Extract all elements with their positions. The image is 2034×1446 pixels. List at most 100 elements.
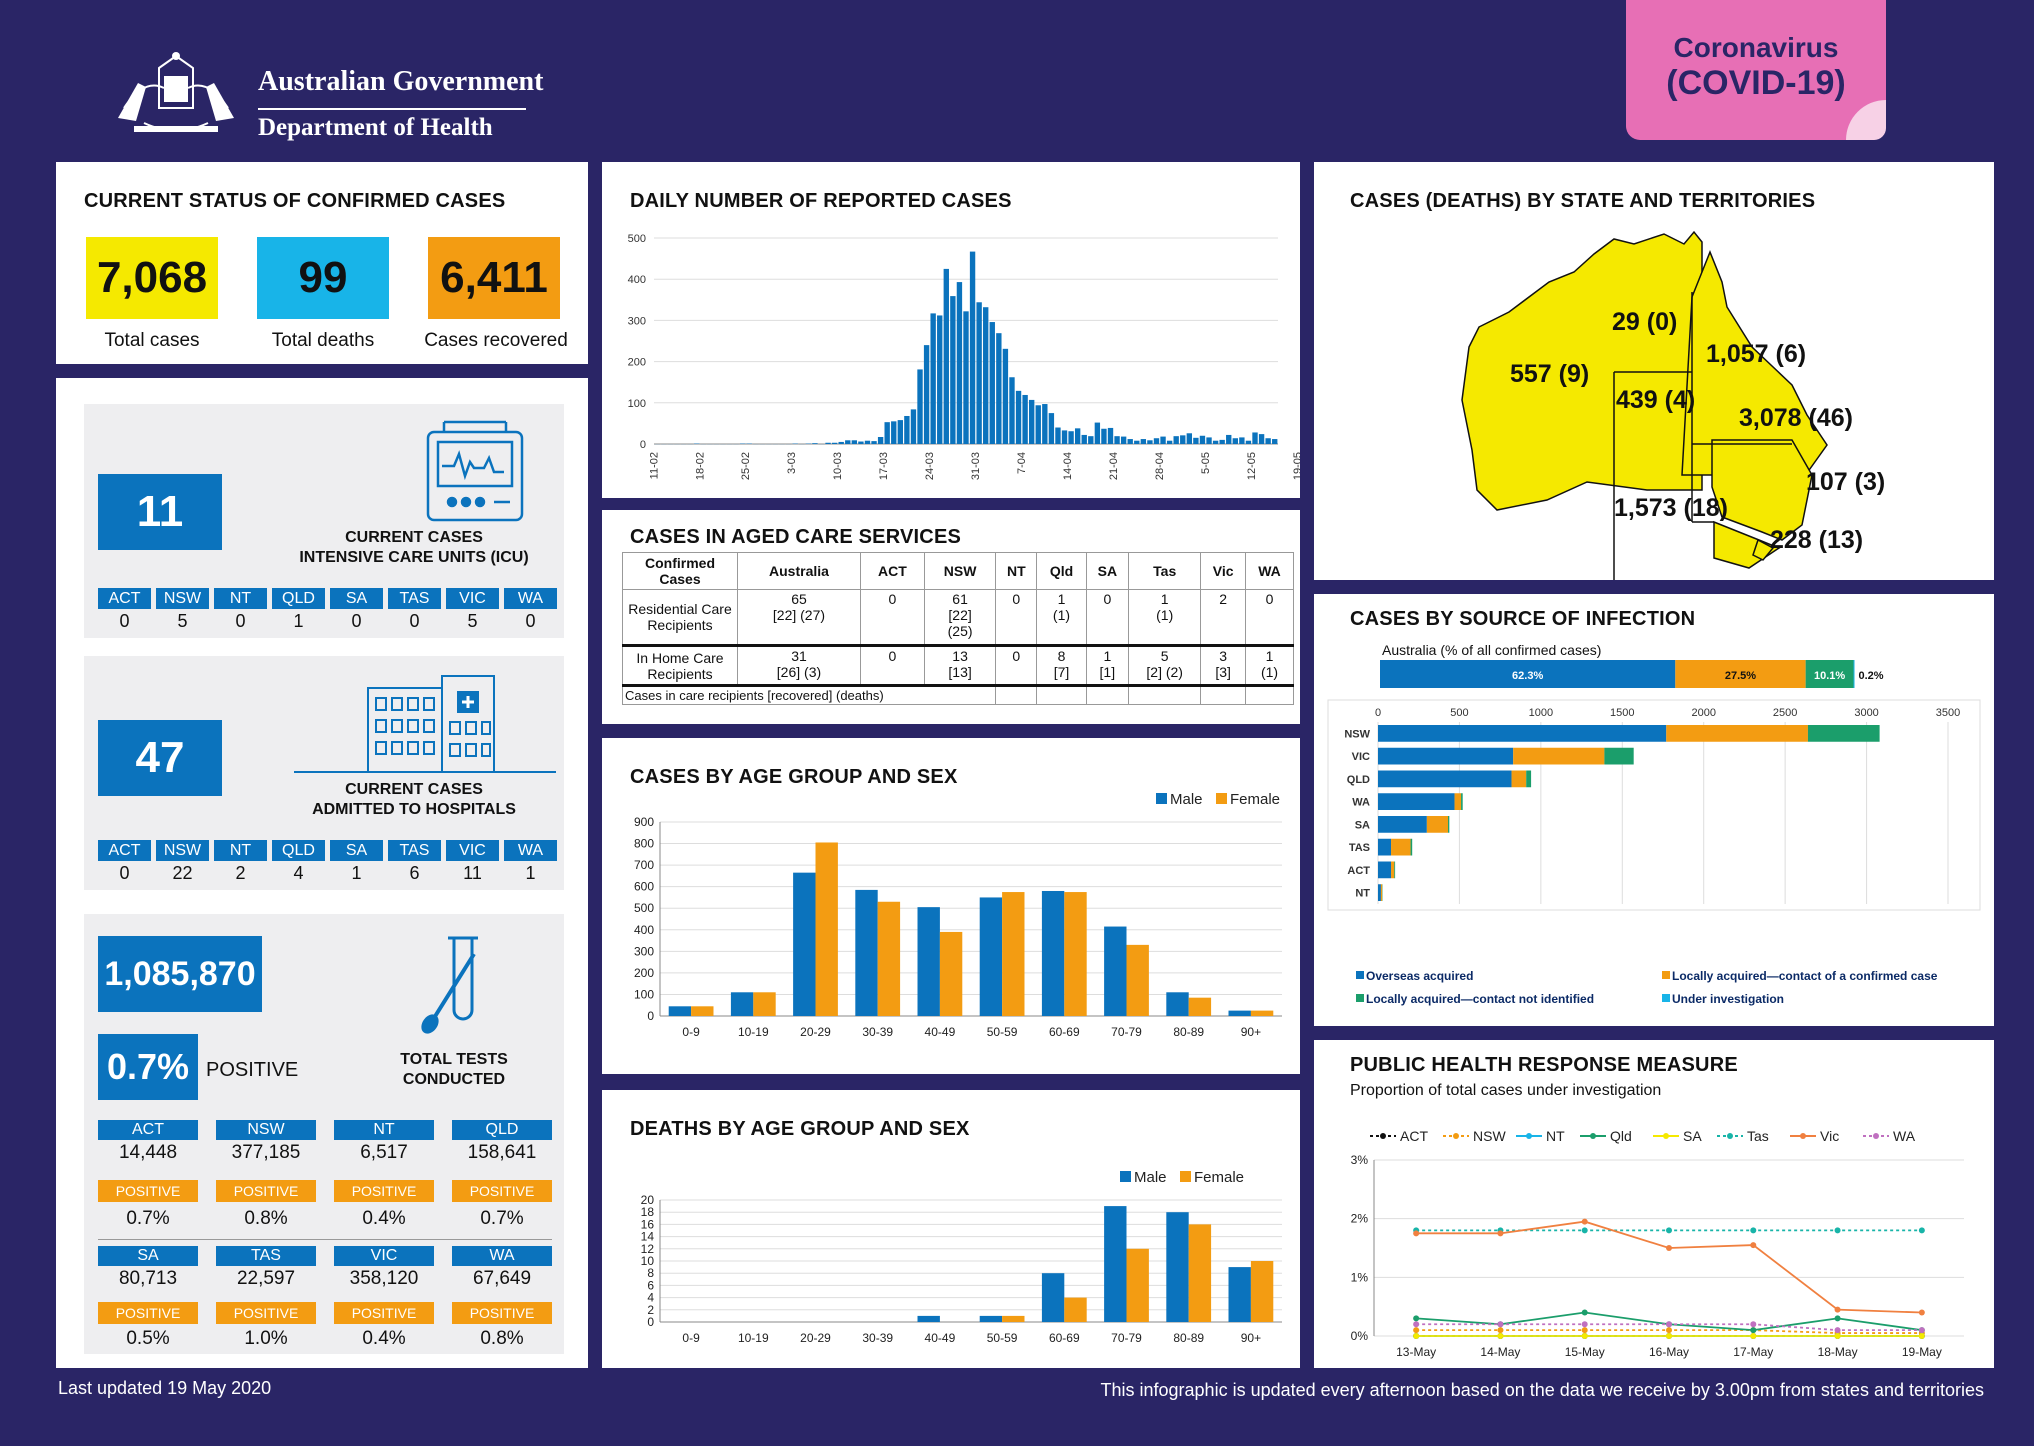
bar [1666, 725, 1808, 742]
y-tick-label: 100 [628, 398, 646, 410]
data-point [1834, 1333, 1841, 1339]
bar [871, 441, 877, 444]
last-updated: Last updated 19 May 2020 [58, 1378, 272, 1398]
data-point [1666, 1327, 1672, 1334]
data-point [1834, 1227, 1841, 1234]
data-point [1581, 1218, 1588, 1225]
bar [1378, 816, 1427, 833]
bar [1212, 440, 1219, 444]
bar [864, 440, 871, 444]
aged-cell: 0 [1085, 589, 1130, 646]
bar [979, 1315, 1003, 1322]
y-tick-label: 400 [634, 923, 654, 937]
state-value: 5 [467, 611, 478, 631]
legend-marker [1380, 1133, 1386, 1139]
bar [1378, 838, 1392, 856]
x-tick-label: 19-05 [1292, 452, 1300, 480]
y-tick-label: 20 [641, 1193, 655, 1207]
x-tick-label: 60-69 [1049, 1331, 1080, 1345]
bar [1120, 436, 1127, 444]
test-state-pct: 0.8% [244, 1208, 288, 1229]
legend-marker [1453, 1133, 1459, 1139]
bar [1448, 816, 1450, 833]
data-point [1750, 1242, 1757, 1249]
y-tick-label: 14 [641, 1230, 655, 1244]
x-tick-label: 1500 [1610, 707, 1634, 719]
aged-cell: 1 (1) [1128, 589, 1202, 646]
bar [891, 421, 897, 444]
bar [937, 315, 943, 444]
aged-header-row: Confirmed Cases Australia ACT NSW NT Qld… [622, 552, 1294, 590]
state-label: ACT [98, 588, 151, 609]
bar [989, 322, 995, 444]
bar [1166, 1212, 1189, 1322]
daily-chart: 0 100 200 300 400 500 11-02 18-02 25-02 3-03 10-03… [628, 233, 1300, 480]
state-value: 4 [293, 863, 304, 883]
y-tick-label: 0 [647, 1009, 654, 1023]
bar [1180, 435, 1186, 444]
data-point [1750, 1327, 1757, 1334]
bar [963, 311, 969, 444]
bar [1252, 432, 1258, 444]
x-tick-label: 40-49 [925, 1025, 956, 1039]
x-tick-label: 12-05 [1246, 452, 1258, 480]
state-value: 22 [172, 863, 193, 883]
aged-header: Tas [1128, 552, 1202, 590]
aged-header: Vic [1200, 552, 1247, 590]
bar [1513, 747, 1605, 765]
map-label-tas: 228 (13) [1770, 526, 1863, 554]
state-label: NT [214, 840, 267, 861]
test-positive-tag: POSITIVE [216, 1302, 316, 1324]
series-line [1416, 1220, 1922, 1314]
state-value: 0 [525, 611, 536, 631]
bar [812, 443, 818, 444]
recovered-label: Cases recovered [424, 330, 568, 351]
hosp-state-vic: VIC 11 [446, 840, 499, 884]
map-label-qld: 1,057 (6) [1706, 340, 1806, 368]
y-tick-label: 6 [647, 1278, 654, 1292]
bar [1250, 1010, 1274, 1016]
data-point [1750, 1333, 1757, 1339]
y-tick-label: TAS [1349, 842, 1370, 854]
icu-state-nt: NT 0 [214, 588, 267, 632]
covid-badge: Coronavirus (COVID-19) [1626, 0, 1886, 140]
australia-map: 557 (9) 29 (0) 1,057 (6) 439 (4) 3,078 (… [1461, 230, 1885, 580]
legend-swatch [1180, 1171, 1191, 1182]
legend-label: Overseas acquired [1366, 969, 1473, 983]
y-tick-label: 900 [634, 815, 654, 829]
x-tick-label: 0-9 [682, 1331, 700, 1345]
total-cases-box: 7,068 [86, 237, 218, 319]
legend-label: SA [1683, 1128, 1702, 1144]
bar [979, 897, 1003, 1016]
aged-care-title: CASES IN AGED CARE SERVICES [630, 526, 962, 548]
bar [1526, 770, 1532, 788]
aged-cell: 0 [995, 645, 1038, 686]
summary-segment [1380, 660, 1676, 688]
y-tick-label: 0% [1351, 1329, 1369, 1343]
bar [691, 1006, 714, 1016]
bar [1015, 390, 1022, 444]
data-point [1834, 1315, 1841, 1322]
bar [1127, 439, 1133, 444]
test-state-pct: 0.4% [362, 1328, 406, 1349]
state-value: 0 [119, 863, 130, 883]
gov-crest [104, 48, 248, 143]
phr-chart: 0% 1% 2% 3% 13-May 14-May 15-May 16-May 17-May 18… [1351, 1128, 1964, 1359]
data-point [1413, 1230, 1420, 1237]
deaths-chart-panel: DEATHS BY AGE GROUP AND SEX 0 2 4 6 8 10 12 14 1… [602, 1090, 1300, 1368]
test-state-pct: 0.5% [126, 1328, 170, 1349]
state-value: 0 [409, 611, 420, 631]
state-value: 1 [525, 863, 536, 883]
test-state-label: VIC [334, 1246, 434, 1266]
data-point [1413, 1321, 1420, 1328]
y-tick-label: 2 [647, 1303, 654, 1317]
data-point [1750, 1227, 1757, 1234]
data-point [1666, 1227, 1672, 1234]
bar [838, 441, 844, 444]
bar [1378, 725, 1667, 742]
aged-empty [1036, 685, 1087, 705]
icu-state-qld: QLD 1 [272, 588, 325, 632]
y-tick-label: ACT [1347, 865, 1370, 877]
bar [943, 268, 949, 444]
icu-value: 11 [98, 474, 222, 550]
